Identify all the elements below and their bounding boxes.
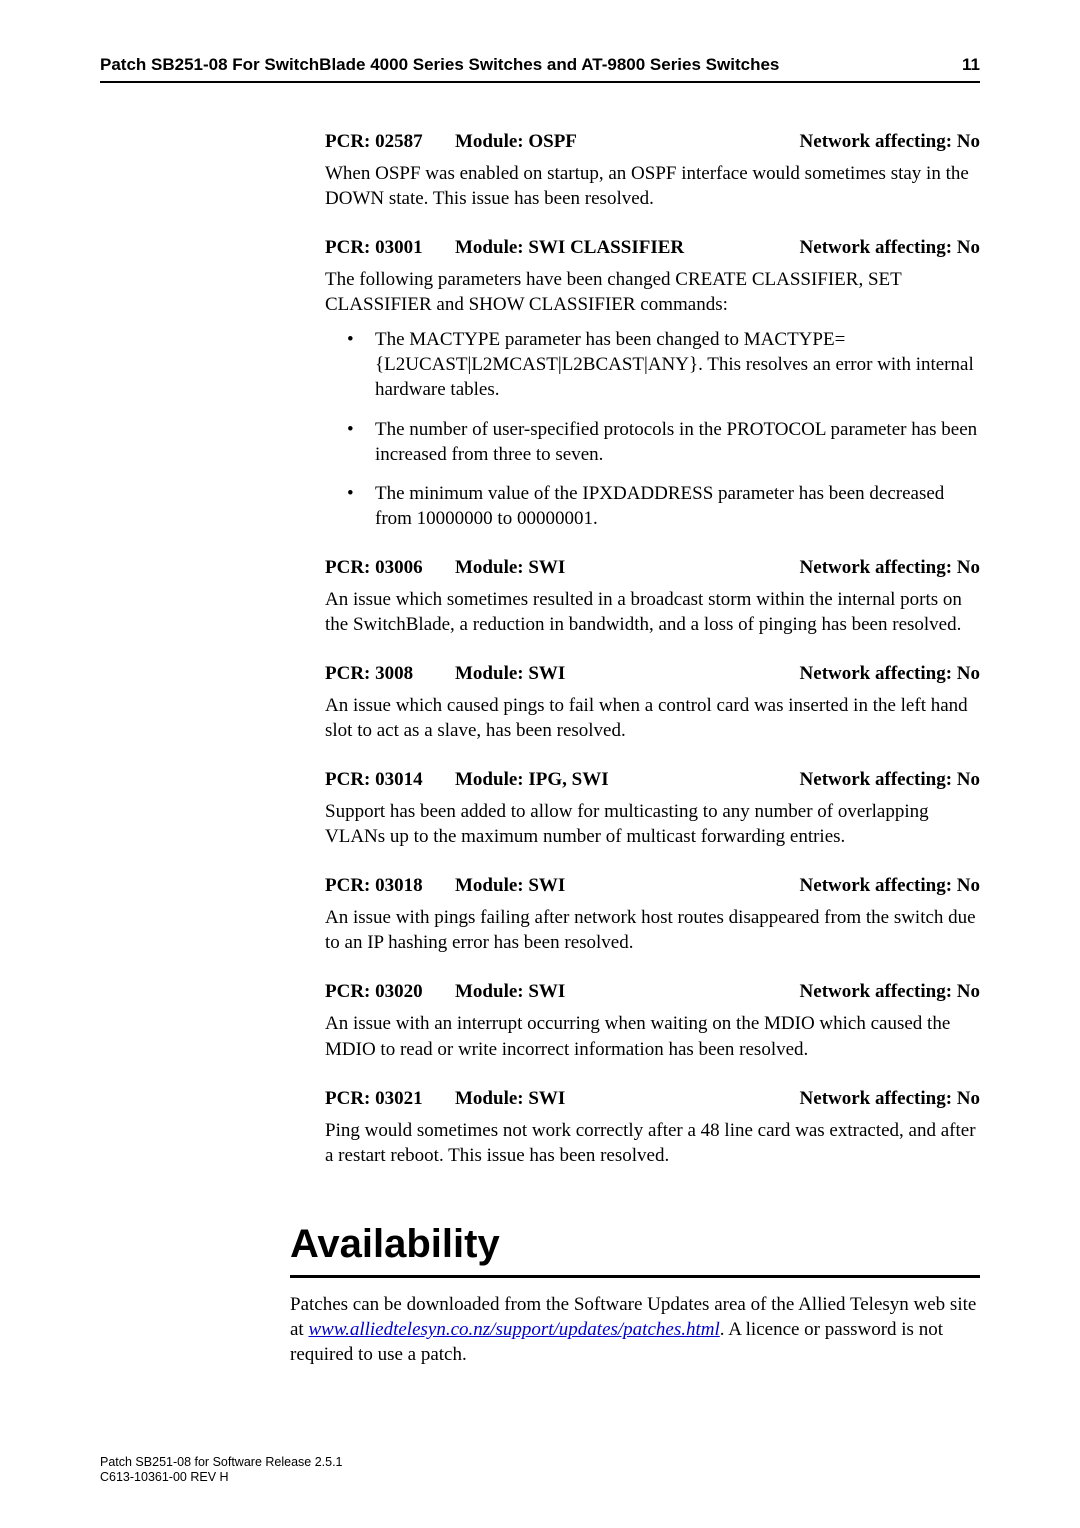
availability-link[interactable]: www.alliedtelesyn.co.nz/support/updates/…	[308, 1319, 719, 1340]
pcr-id: PCR: 03006	[325, 557, 455, 579]
pcr-network-affecting: Network affecting: No	[800, 131, 980, 153]
pcr-row: PCR: 03006 Module: SWI Network affecting…	[325, 557, 980, 579]
pcr-body: Support has been added to allow for mult…	[325, 799, 980, 849]
footer-line-2: C613-10361-00 REV H	[100, 1470, 343, 1486]
footer-line-1: Patch SB251-08 for Software Release 2.5.…	[100, 1455, 343, 1471]
pcr-row: PCR: 03014 Module: IPG, SWI Network affe…	[325, 769, 980, 791]
pcr-body: An issue with an interrupt occurring whe…	[325, 1011, 980, 1061]
pcr-network-affecting: Network affecting: No	[800, 981, 980, 1003]
pcr-module: Module: SWI	[455, 875, 800, 897]
list-item: The MACTYPE parameter has been changed t…	[375, 327, 980, 402]
pcr-body: An issue which sometimes resulted in a b…	[325, 587, 980, 637]
header-page-number: 11	[962, 55, 980, 75]
pcr-module: Module: SWI	[455, 1088, 800, 1110]
pcr-row: PCR: 03020 Module: SWI Network affecting…	[325, 981, 980, 1003]
page-header: Patch SB251-08 For SwitchBlade 4000 Seri…	[100, 55, 980, 83]
pcr-network-affecting: Network affecting: No	[800, 237, 980, 259]
pcr-module: Module: SWI	[455, 981, 800, 1003]
pcr-row: PCR: 03001 Module: SWI CLASSIFIER Networ…	[325, 237, 980, 259]
pcr-row: PCR: 3008 Module: SWI Network affecting:…	[325, 663, 980, 685]
pcr-body: An issue with pings failing after networ…	[325, 905, 980, 955]
list-item: The minimum value of the IPXDADDRESS par…	[375, 481, 980, 531]
availability-section: Availability Patches can be downloaded f…	[290, 1222, 980, 1367]
pcr-network-affecting: Network affecting: No	[800, 557, 980, 579]
pcr-row: PCR: 03018 Module: SWI Network affecting…	[325, 875, 980, 897]
pcr-id: PCR: 3008	[325, 663, 455, 685]
page: Patch SB251-08 For SwitchBlade 4000 Seri…	[0, 0, 1080, 1528]
pcr-module: Module: OSPF	[455, 131, 800, 153]
pcr-network-affecting: Network affecting: No	[800, 663, 980, 685]
pcr-id: PCR: 03014	[325, 769, 455, 791]
pcr-id: PCR: 02587	[325, 131, 455, 153]
pcr-module: Module: SWI CLASSIFIER	[455, 237, 800, 259]
pcr-network-affecting: Network affecting: No	[800, 875, 980, 897]
pcr-bullets: The MACTYPE parameter has been changed t…	[325, 327, 980, 531]
pcr-id: PCR: 03021	[325, 1088, 455, 1110]
header-title: Patch SB251-08 For SwitchBlade 4000 Seri…	[100, 55, 779, 75]
list-item: The number of user-specified protocols i…	[375, 417, 980, 467]
pcr-id: PCR: 03020	[325, 981, 455, 1003]
pcr-body: The following parameters have been chang…	[325, 267, 980, 317]
pcr-body: When OSPF was enabled on startup, an OSP…	[325, 161, 980, 211]
pcr-id: PCR: 03001	[325, 237, 455, 259]
pcr-network-affecting: Network affecting: No	[800, 1088, 980, 1110]
section-rule	[290, 1275, 980, 1278]
pcr-row: PCR: 03021 Module: SWI Network affecting…	[325, 1088, 980, 1110]
pcr-body: An issue which caused pings to fail when…	[325, 693, 980, 743]
section-title: Availability	[290, 1222, 980, 1267]
pcr-module: Module: IPG, SWI	[455, 769, 800, 791]
main-content: PCR: 02587 Module: OSPF Network affectin…	[325, 131, 980, 1168]
pcr-module: Module: SWI	[455, 663, 800, 685]
pcr-row: PCR: 02587 Module: OSPF Network affectin…	[325, 131, 980, 153]
availability-text: Patches can be downloaded from the Softw…	[290, 1292, 980, 1367]
pcr-module: Module: SWI	[455, 557, 800, 579]
pcr-id: PCR: 03018	[325, 875, 455, 897]
pcr-network-affecting: Network affecting: No	[800, 769, 980, 791]
pcr-body: Ping would sometimes not work correctly …	[325, 1118, 980, 1168]
page-footer: Patch SB251-08 for Software Release 2.5.…	[100, 1455, 343, 1486]
